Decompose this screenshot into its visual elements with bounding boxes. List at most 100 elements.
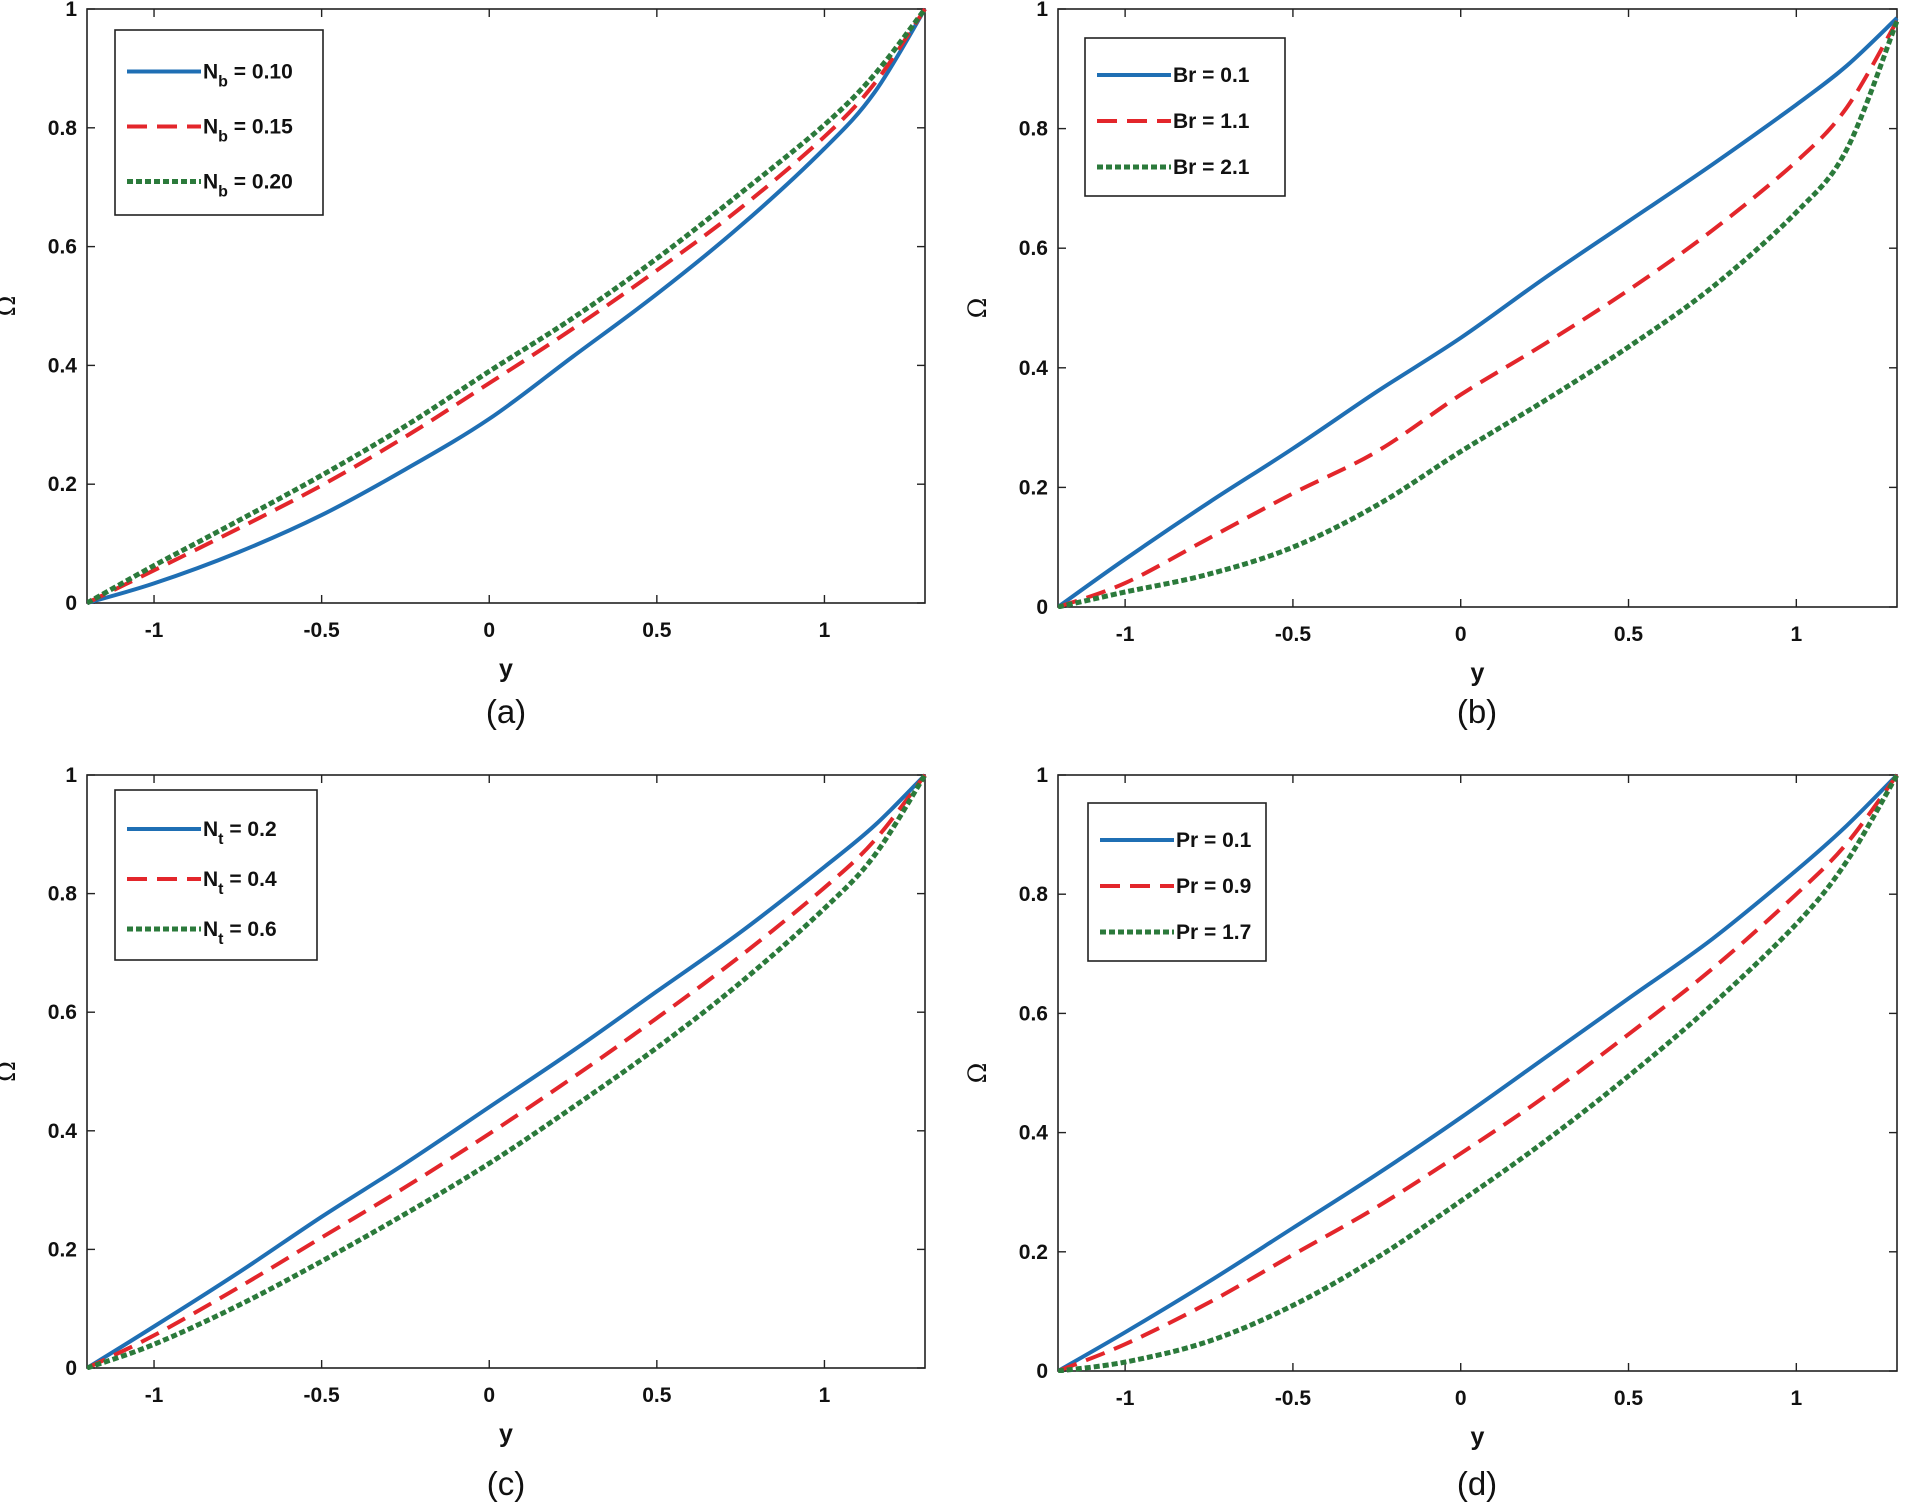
y-tick-label: 0 [1036, 596, 1048, 619]
series-line-3 [1058, 773, 1899, 1373]
legend: Nb = 0.10 Nb = 0.15 Nb = 0.20 [114, 29, 324, 216]
y-tick-label: 1 [65, 0, 77, 21]
y-tick-label: 0.4 [48, 354, 78, 377]
legend-name: N [203, 818, 218, 841]
x-tick-label: 0.5 [642, 619, 672, 642]
legend-label: Pr = 0.9 [1176, 875, 1251, 898]
x-axis-label: y [1471, 1423, 1485, 1451]
legend-value: = 0.20 [228, 171, 293, 194]
legend-label: Nb = 0.15 [203, 116, 293, 146]
legend-box [1084, 37, 1286, 197]
x-tick-label: 0 [1455, 1387, 1467, 1410]
series-line-1 [87, 773, 927, 1370]
y-tick-label: 1 [1036, 764, 1048, 787]
y-tick-label: 0.8 [1019, 883, 1049, 906]
x-tick-label: -1 [145, 619, 164, 642]
legend-value: = 0.10 [228, 61, 293, 84]
y-tick-label: 0.6 [48, 1001, 77, 1024]
x-tick-label: 1 [819, 619, 831, 642]
legend: Nt = 0.2Nt = 0.4Nt = 0.6 [114, 789, 318, 961]
x-axis-label: y [1471, 659, 1485, 687]
x-tick-label: -1 [1116, 623, 1135, 646]
y-axis-label: Ω [963, 1063, 992, 1084]
legend-name: N [203, 918, 218, 941]
y-tick-label: 0.2 [1019, 1241, 1048, 1264]
legend-name: Br = 1.1 [1173, 110, 1250, 133]
legend-label: Br = 2.1 [1173, 156, 1250, 179]
y-tick-label: 0.6 [48, 236, 77, 259]
y-axis-label: Ω [963, 298, 992, 319]
x-tick-label: -0.5 [304, 619, 341, 642]
legend-subscript: t [218, 831, 224, 848]
panel-caption: (d) [1457, 1465, 1497, 1502]
y-tick-label: 0.4 [1019, 1122, 1049, 1145]
legend-label: Nt = 0.6 [203, 918, 277, 948]
series-line-1 [1058, 16, 1899, 609]
legend-box [1087, 802, 1267, 962]
legend-value: = 0.6 [224, 918, 277, 941]
chart-panel-c: 00.20.40.60.81-1-0.500.51yΩNt = 0.2Nt = … [0, 764, 927, 1502]
series-line-1 [87, 7, 927, 605]
x-tick-label: 1 [1790, 623, 1802, 646]
y-tick-label: 0.6 [1019, 1002, 1048, 1025]
series-line-3 [1058, 20, 1899, 609]
panel-caption: (c) [487, 1465, 525, 1502]
x-tick-label: -0.5 [1275, 1387, 1312, 1410]
y-tick-label: 0 [1036, 1360, 1048, 1383]
legend-name: Pr = 1.7 [1176, 921, 1251, 944]
y-tick-label: 0.4 [1019, 357, 1049, 380]
y-tick-label: 0.4 [48, 1120, 78, 1143]
legend-label: Pr = 1.7 [1176, 921, 1251, 944]
x-tick-label: -0.5 [1275, 623, 1312, 646]
legend-value: = 0.4 [224, 868, 277, 891]
legend-label: Nb = 0.20 [203, 171, 293, 201]
legend-name: N [203, 61, 218, 84]
legend-name: Pr = 0.1 [1176, 829, 1252, 852]
x-tick-label: 0 [1455, 623, 1467, 646]
x-tick-label: 0.5 [642, 1384, 672, 1407]
legend-label: Br = 0.1 [1173, 64, 1250, 87]
x-tick-label: 1 [1790, 1387, 1802, 1410]
y-axis-label: Ω [0, 1061, 21, 1082]
x-tick-label: 0.5 [1614, 623, 1644, 646]
legend-label: Nb = 0.10 [203, 61, 293, 91]
x-tick-label: -1 [1116, 1387, 1135, 1410]
legend-name: N [203, 171, 218, 194]
series-line-2 [87, 773, 927, 1370]
y-tick-label: 1 [1036, 0, 1048, 21]
legend-box [114, 789, 318, 961]
legend-box [114, 29, 324, 216]
legend-name: N [203, 868, 218, 891]
series-line-2 [1058, 773, 1899, 1373]
y-tick-label: 0.8 [48, 883, 78, 906]
y-tick-label: 0.2 [1019, 476, 1048, 499]
x-tick-label: -0.5 [304, 1384, 341, 1407]
x-tick-label: 1 [819, 1384, 831, 1407]
legend-name: Pr = 0.9 [1176, 875, 1251, 898]
legend-label: Nt = 0.2 [203, 818, 277, 848]
legend-label: Nt = 0.4 [203, 868, 277, 898]
y-axis-label: Ω [0, 296, 21, 317]
series-line-3 [87, 773, 927, 1370]
y-tick-label: 0.2 [48, 1238, 77, 1261]
legend: Pr = 0.1 Pr = 0.9 Pr = 1.7 [1087, 802, 1267, 962]
x-tick-label: 0.5 [1614, 1387, 1644, 1410]
legend-name: Br = 0.1 [1173, 64, 1250, 87]
series-line-3 [87, 7, 927, 605]
x-axis-label: y [499, 1420, 513, 1448]
legend-value: = 0.2 [224, 818, 277, 841]
series-line-2 [87, 7, 927, 605]
x-axis-label: y [499, 655, 513, 683]
series-line-2 [1058, 19, 1899, 609]
y-tick-label: 0 [65, 592, 77, 615]
legend-label: Pr = 0.1 [1176, 829, 1252, 852]
legend-name: N [203, 116, 218, 139]
y-tick-label: 0.8 [1019, 118, 1049, 141]
legend-value: = 0.15 [228, 116, 293, 139]
y-tick-label: 0.8 [48, 117, 78, 140]
panel-caption: (b) [1457, 693, 1497, 730]
panel-caption: (a) [486, 693, 526, 730]
